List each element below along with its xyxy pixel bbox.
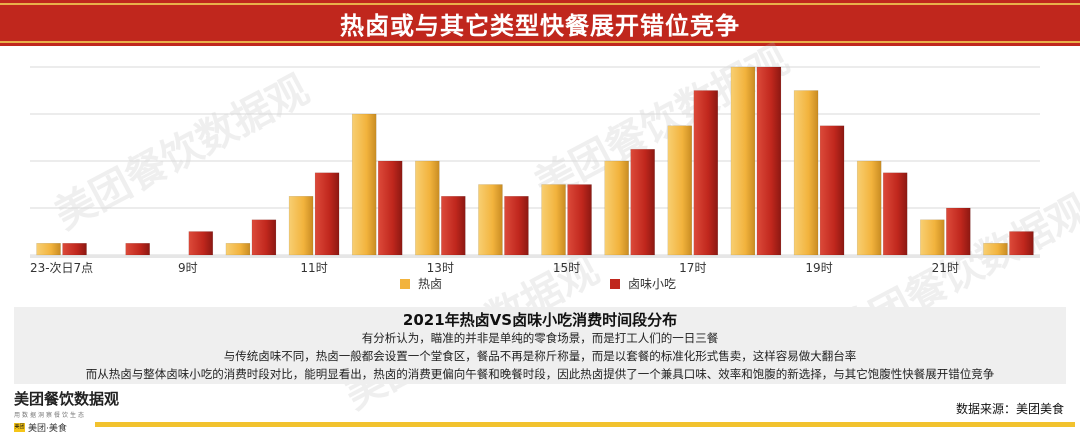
brand-block: 美团餐饮数据观 用数据洞察餐饮生态 美团 美团·美食: [14, 388, 119, 434]
bar-rexu: [856, 160, 882, 256]
x-tick-label: 11时: [300, 261, 327, 275]
bar-luwei-xiaochi: [693, 90, 719, 256]
bar-rexu: [667, 125, 693, 256]
panel-title: 2021年热卤VS卤味小吃消费时间段分布: [402, 311, 678, 329]
panel-line: 与传统卤味不同，热卤一般都会设置一个堂食区，餐品不再是称斤称量，而是以套餐的标准…: [223, 349, 857, 363]
brand-logo: 美团 美团·美食: [14, 421, 119, 434]
legend-swatch: [400, 279, 410, 289]
source-note: 数据来源：美团美食: [955, 402, 1064, 416]
bar-luwei-xiaochi: [441, 196, 466, 256]
bar-luwei-xiaochi: [251, 219, 277, 256]
bar-luwei-xiaochi: [188, 231, 214, 256]
panel-line: 有分析认为，瞄准的并非是单纯的零食场景，而是打工人们的一日三餐: [361, 331, 719, 345]
x-tick-label: 9时: [178, 261, 198, 275]
bar-rexu: [288, 196, 314, 256]
bar-luwei-xiaochi: [882, 172, 908, 256]
bar-luwei-xiaochi: [630, 149, 655, 256]
legend-swatch: [610, 279, 620, 289]
page-title: 热卤或与其它类型快餐展开错位竞争: [340, 11, 740, 40]
bar-rexu: [604, 160, 629, 256]
panel-line: 而从热卤与整体卤味小吃的消费时段对比，能明显看出，热卤的消费更偏向午餐和晚餐时段…: [85, 367, 995, 381]
bar-rexu: [478, 184, 503, 256]
x-tick-label: 17时: [679, 261, 706, 275]
brand-tagline: 用数据洞察餐饮生态: [14, 412, 87, 419]
bar-rexu: [793, 90, 819, 256]
bar-luwei-xiaochi: [125, 243, 150, 256]
bar-luwei-xiaochi: [377, 160, 403, 256]
legend-label: 热卤: [418, 277, 442, 291]
bar-rexu: [351, 113, 377, 256]
legend-label: 卤味小吃: [628, 277, 676, 291]
bar-rexu: [36, 243, 61, 256]
bar-luwei-xiaochi: [946, 207, 971, 256]
x-tick-label: 15时: [553, 261, 580, 275]
bar-luwei-xiaochi: [819, 125, 845, 256]
header-band: 热卤或与其它类型快餐展开错位竞争: [0, 0, 1080, 46]
brand-name: 美团餐饮数据观: [14, 390, 120, 408]
bar-luwei-xiaochi: [1009, 231, 1034, 256]
bar-rexu: [225, 243, 251, 256]
chart-floor: [30, 255, 1040, 258]
bar-rexu: [541, 184, 566, 256]
bar-luwei-xiaochi: [314, 172, 340, 256]
bar-luwei-xiaochi: [504, 196, 529, 256]
footer-bar: [95, 422, 1075, 427]
x-tick-label: 23-次日7点: [30, 261, 93, 275]
brand-logo-text: 美团·美食: [28, 424, 67, 434]
bar-luwei-xiaochi: [756, 66, 782, 256]
bar-rexu: [920, 219, 945, 256]
x-tick-label: 21时: [932, 261, 959, 275]
bar-rexu: [730, 66, 756, 256]
bar-rexu: [983, 243, 1008, 256]
x-tick-label: 13时: [427, 261, 454, 275]
bar-luwei-xiaochi: [62, 243, 87, 256]
x-tick-label: 19时: [805, 261, 832, 275]
meituan-logo-icon: 美团: [14, 423, 25, 432]
description-panel: 2021年热卤VS卤味小吃消费时间段分布 有分析认为，瞄准的并非是单纯的零食场景…: [14, 307, 1066, 384]
bar-rexu: [415, 160, 440, 256]
bar-luwei-xiaochi: [567, 184, 592, 256]
